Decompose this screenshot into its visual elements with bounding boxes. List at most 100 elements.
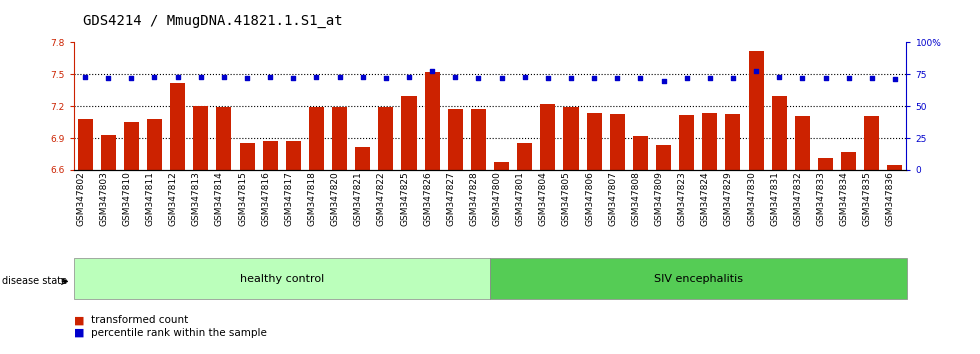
Bar [332, 107, 347, 170]
Point [610, 75, 625, 81]
Point [702, 75, 717, 81]
Point [887, 76, 903, 82]
Point [771, 74, 787, 80]
Point [470, 75, 486, 81]
Point [263, 74, 278, 80]
Bar [679, 115, 694, 170]
Point [147, 74, 163, 80]
Point [77, 74, 93, 80]
Text: transformed count: transformed count [91, 315, 188, 325]
Bar [286, 141, 301, 170]
Bar [610, 114, 625, 170]
Text: GSM347806: GSM347806 [585, 172, 594, 227]
Text: GSM347810: GSM347810 [122, 172, 131, 227]
Text: percentile rank within the sample: percentile rank within the sample [91, 328, 267, 338]
Point [216, 74, 231, 80]
Point [193, 74, 209, 80]
Text: GSM347800: GSM347800 [493, 172, 502, 227]
Point [679, 75, 695, 81]
Point [864, 75, 880, 81]
Point [540, 75, 556, 81]
Bar [864, 116, 879, 170]
Text: GSM347812: GSM347812 [169, 172, 177, 226]
Text: GSM347835: GSM347835 [862, 172, 872, 227]
Text: GSM347831: GSM347831 [770, 172, 779, 227]
Point [516, 74, 532, 80]
Text: GSM347804: GSM347804 [539, 172, 548, 226]
Text: GSM347802: GSM347802 [76, 172, 85, 226]
Point [355, 74, 370, 80]
Text: GSM347836: GSM347836 [886, 172, 895, 227]
Text: GSM347829: GSM347829 [724, 172, 733, 226]
Bar [471, 109, 486, 170]
Point [841, 75, 857, 81]
Bar [217, 107, 231, 170]
Bar [703, 113, 717, 170]
Text: SIV encephalitis: SIV encephalitis [654, 274, 743, 284]
Text: disease state: disease state [2, 276, 67, 286]
Bar [355, 147, 370, 170]
Point [725, 75, 741, 81]
Point [378, 75, 394, 81]
Text: ■: ■ [74, 328, 84, 338]
Text: GSM347803: GSM347803 [99, 172, 108, 227]
Point [632, 75, 648, 81]
Text: GSM347801: GSM347801 [515, 172, 524, 227]
Bar [309, 107, 324, 170]
Bar [448, 109, 463, 170]
Bar [818, 158, 833, 170]
Bar [378, 107, 393, 170]
Bar [841, 152, 857, 170]
Point [656, 78, 671, 84]
Text: GSM347817: GSM347817 [284, 172, 293, 227]
Point [494, 75, 510, 81]
Point [424, 68, 440, 73]
Bar [633, 136, 648, 170]
Bar [888, 165, 903, 170]
Text: GSM347833: GSM347833 [816, 172, 825, 227]
Point [285, 75, 301, 81]
Text: GSM347805: GSM347805 [562, 172, 571, 227]
Text: GSM347822: GSM347822 [377, 172, 386, 226]
Bar [749, 51, 763, 170]
Text: GSM347816: GSM347816 [262, 172, 270, 227]
Bar [540, 104, 556, 170]
Point [170, 74, 185, 80]
Bar [123, 122, 139, 170]
Bar [795, 116, 809, 170]
Bar [490, 258, 906, 299]
Point [239, 75, 255, 81]
Text: GSM347807: GSM347807 [609, 172, 617, 227]
Text: GSM347815: GSM347815 [238, 172, 247, 227]
Bar [725, 114, 741, 170]
Point [749, 68, 764, 73]
Bar [193, 106, 209, 170]
Bar [101, 135, 116, 170]
Bar [77, 119, 92, 170]
Text: GSM347821: GSM347821 [354, 172, 363, 226]
Point [795, 75, 810, 81]
Text: GSM347826: GSM347826 [423, 172, 432, 226]
Text: healthy control: healthy control [240, 274, 323, 284]
Text: GSM347834: GSM347834 [840, 172, 849, 226]
Text: GSM347813: GSM347813 [192, 172, 201, 227]
Point [309, 74, 324, 80]
Point [332, 74, 348, 80]
Bar [517, 143, 532, 170]
Point [448, 74, 464, 80]
Bar [771, 96, 787, 170]
Text: GSM347832: GSM347832 [794, 172, 803, 226]
Point [586, 75, 602, 81]
Point [817, 75, 833, 81]
Bar [656, 145, 671, 170]
Text: GSM347827: GSM347827 [446, 172, 456, 226]
Bar [494, 162, 509, 170]
Bar [147, 119, 162, 170]
Text: GSM347820: GSM347820 [330, 172, 340, 226]
Point [564, 75, 579, 81]
Bar [171, 83, 185, 170]
Point [123, 75, 139, 81]
Bar [263, 141, 277, 170]
Text: GDS4214 / MmugDNA.41821.1.S1_at: GDS4214 / MmugDNA.41821.1.S1_at [83, 14, 343, 28]
Text: GSM347809: GSM347809 [655, 172, 663, 227]
